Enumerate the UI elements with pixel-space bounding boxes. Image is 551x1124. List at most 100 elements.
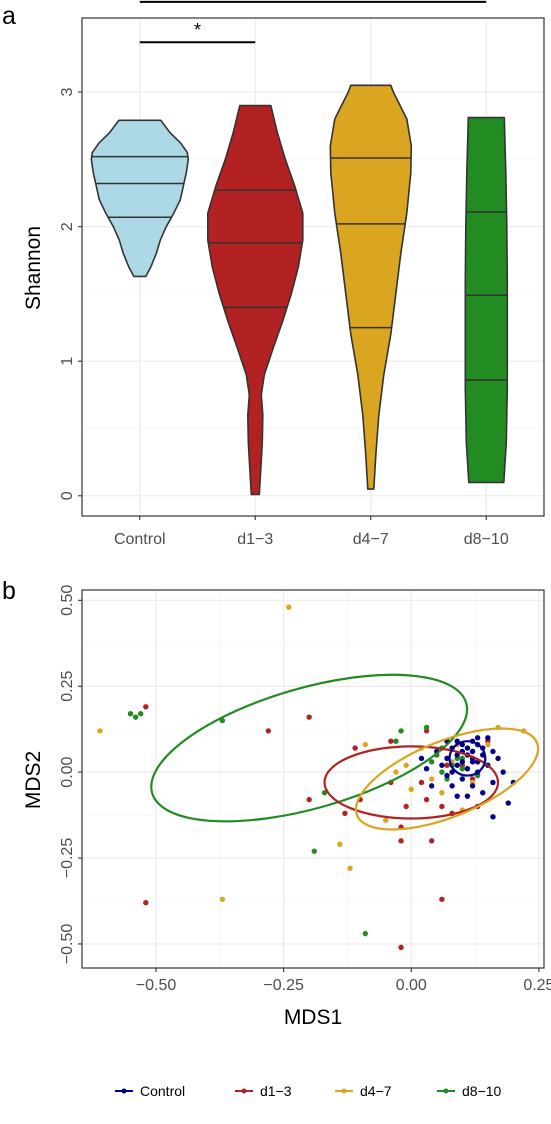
point-control-20 bbox=[500, 769, 506, 775]
legend-key-point-control bbox=[121, 1088, 127, 1094]
point-d1-3-22 bbox=[428, 838, 435, 844]
point-d4-7-3 bbox=[337, 841, 343, 847]
point-control-15 bbox=[459, 776, 466, 782]
point-d4-7-0 bbox=[97, 728, 103, 734]
point-d1-3-20 bbox=[439, 896, 445, 902]
legend-key-point-d4-7 bbox=[341, 1088, 347, 1094]
mds-y-axis-label: MDS2 bbox=[22, 751, 45, 809]
point-control-26 bbox=[423, 765, 430, 772]
point-d1-3-21 bbox=[398, 944, 404, 951]
point-control-22 bbox=[480, 790, 486, 796]
point-d8-10-13 bbox=[459, 765, 466, 772]
legend: Control d1−3 d4−7 d8−10 bbox=[115, 1083, 502, 1099]
x-tick-label-1: −0.25 bbox=[263, 977, 304, 994]
mds-gridlines bbox=[82, 590, 544, 968]
point-d4-7-19 bbox=[428, 776, 435, 782]
point-d1-3-0 bbox=[143, 704, 149, 710]
x-tick-label-2: 0.00 bbox=[396, 977, 427, 994]
violin-d4-7 bbox=[329, 84, 413, 490]
point-d4-7-5 bbox=[383, 817, 389, 823]
point-control-16 bbox=[469, 783, 476, 789]
point-control-24 bbox=[454, 793, 460, 799]
point-d1-3-19 bbox=[444, 762, 450, 768]
y-tick-label-1: −0.25 bbox=[59, 838, 76, 879]
point-control-13 bbox=[439, 762, 445, 768]
point-d1-3-12 bbox=[418, 779, 425, 786]
violin-ticks: 0 1 2 3 Control d1−3 d4−7 d8−10 bbox=[59, 87, 509, 548]
point-d4-7-14 bbox=[485, 741, 491, 748]
point-d8-10-2 bbox=[219, 717, 226, 724]
legend-label-d8-10: d8−10 bbox=[462, 1083, 502, 1099]
x-tick-label-3: 0.25 bbox=[523, 977, 551, 994]
point-control-14 bbox=[449, 769, 455, 775]
violins bbox=[90, 84, 509, 496]
x-tick-label-0: −0.50 bbox=[136, 977, 177, 994]
ellipse-d8-10 bbox=[150, 673, 469, 823]
panel-label-b: b bbox=[2, 577, 16, 605]
point-control-34 bbox=[449, 783, 455, 789]
point-d4-7-18 bbox=[408, 786, 414, 793]
point-d8-10-11 bbox=[439, 769, 445, 775]
point-d8-10-8 bbox=[423, 724, 430, 731]
point-control-18 bbox=[490, 748, 496, 755]
point-control-29 bbox=[474, 735, 481, 741]
mds-ticks: −0.50 −0.25 0.00 0.25 −0.50 −0.25 0.00 0.25 0.50 bbox=[59, 585, 551, 994]
point-control-23 bbox=[464, 793, 471, 799]
y-tick-label-0: −0.50 bbox=[59, 924, 76, 965]
point-d1-3-4 bbox=[306, 796, 312, 803]
point-control-1 bbox=[454, 752, 460, 758]
violin-d1-3 bbox=[207, 104, 304, 496]
ellipse-control bbox=[448, 740, 487, 777]
point-d8-10-7 bbox=[393, 738, 399, 744]
point-d8-10-0 bbox=[127, 711, 134, 717]
mds-panel: −0.50 −0.25 0.00 0.25 −0.50 −0.25 0.00 0.25 0.50… bbox=[22, 585, 551, 1029]
point-d4-7-17 bbox=[362, 741, 369, 748]
violin-y-axis-label: Shannon bbox=[22, 226, 45, 310]
point-d1-3-1 bbox=[143, 900, 149, 906]
mds-ellipses bbox=[150, 673, 540, 831]
y-tick-label-1: 1 bbox=[59, 357, 76, 366]
point-d4-7-4 bbox=[347, 865, 353, 872]
point-d8-10-9 bbox=[428, 759, 435, 765]
violin-plot-frame bbox=[81, 17, 545, 517]
x-tick-label-control: Control bbox=[114, 531, 166, 548]
mds-x-axis-label: MDS1 bbox=[284, 1006, 342, 1029]
point-d8-10-1 bbox=[132, 714, 139, 720]
point-d1-3-3 bbox=[306, 714, 312, 720]
y-tick-label-2: 2 bbox=[59, 222, 76, 231]
y-tick-label-2: 0.00 bbox=[59, 756, 76, 787]
point-control-19 bbox=[495, 755, 501, 762]
point-control-12 bbox=[444, 755, 450, 762]
x-tick-label-d1-3: d1−3 bbox=[237, 531, 273, 548]
point-control-27 bbox=[418, 755, 425, 762]
mds-plot-frame bbox=[81, 589, 545, 969]
point-d4-7-10 bbox=[439, 790, 445, 796]
point-d4-7-6 bbox=[393, 769, 399, 775]
ellipse-d4-7 bbox=[354, 727, 540, 831]
point-d1-3-13 bbox=[423, 796, 430, 803]
x-tick-label-d4-7: d4−7 bbox=[353, 531, 389, 548]
legend-label-control: Control bbox=[140, 1083, 185, 1099]
panel-label-a: a bbox=[2, 2, 16, 30]
legend-key-point-d1-3 bbox=[241, 1088, 247, 1094]
mds-plot-background bbox=[82, 590, 544, 968]
point-d1-3-25 bbox=[398, 838, 404, 844]
point-control-21 bbox=[490, 779, 496, 786]
point-d4-7-7 bbox=[403, 762, 409, 768]
legend-key-point-d8-10 bbox=[443, 1088, 449, 1094]
point-control-8 bbox=[454, 762, 460, 768]
violin-panel: ** 0 1 2 3 Control d1−3 d4−7 d8−10 Shannon bbox=[22, 0, 545, 548]
legend-label-d4-7: d4−7 bbox=[360, 1083, 392, 1099]
point-control-38 bbox=[444, 772, 450, 779]
point-control-9 bbox=[464, 765, 471, 772]
point-control-7 bbox=[459, 759, 466, 765]
point-d1-3-14 bbox=[439, 803, 445, 810]
point-control-3 bbox=[464, 745, 471, 751]
point-control-33 bbox=[490, 814, 496, 820]
point-control-30 bbox=[485, 735, 491, 741]
point-d8-10-6 bbox=[398, 728, 404, 734]
legend-label-d1-3: d1−3 bbox=[260, 1083, 292, 1099]
y-tick-label-4: 0.50 bbox=[59, 585, 76, 616]
point-control-25 bbox=[428, 783, 435, 789]
